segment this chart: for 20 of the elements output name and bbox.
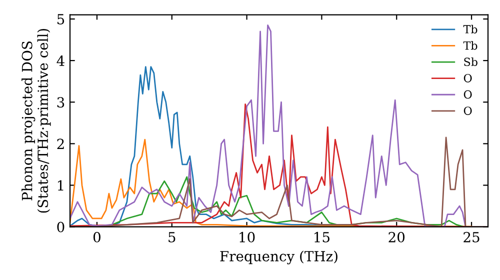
y-axis-title: Phonon projected DOS (States/THz·primitive cell)	[22, 28, 51, 213]
legend-label: O	[464, 106, 472, 115]
y-tick-label: 3	[57, 97, 64, 108]
x-tick-label: 15	[314, 232, 330, 242]
legend-label: Tb	[463, 24, 478, 34]
x-tick-label: 20	[388, 232, 405, 242]
y-tick-label: 2	[57, 138, 64, 149]
legend-label: O	[464, 74, 472, 82]
x-tick-label: 10	[240, 232, 255, 242]
y-tick-label: 4	[56, 56, 64, 66]
legend-label: Tb	[463, 41, 478, 50]
y-tick-label: 1	[58, 180, 64, 191]
x-tick-label: 25	[464, 232, 480, 242]
x-tick-label: 5	[168, 232, 176, 242]
legend-label: O	[464, 90, 472, 99]
legend-label: Sb	[464, 57, 478, 66]
x-axis-title: Frequency (THz)	[220, 250, 338, 264]
x-tick-label: 0	[93, 232, 100, 242]
y-tick-label: 0	[57, 222, 64, 232]
y-tick-label: 5	[57, 14, 64, 24]
